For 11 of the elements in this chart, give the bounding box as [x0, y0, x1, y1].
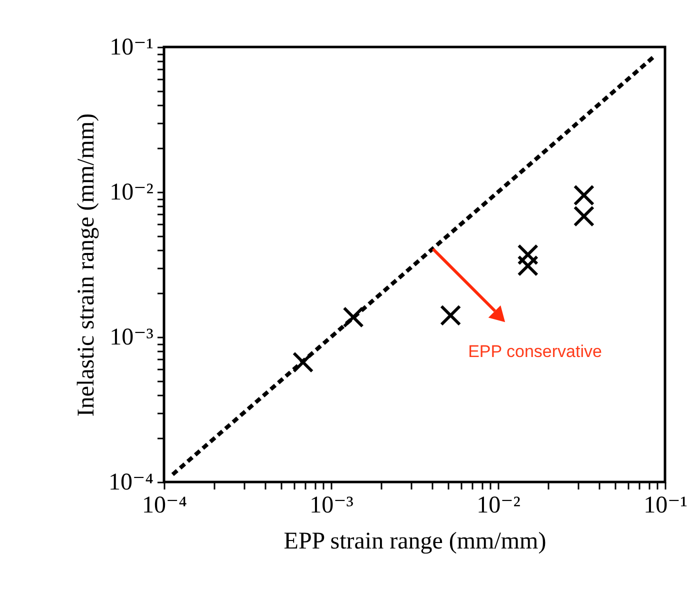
y-tick-label: 10⁻¹ [110, 34, 154, 60]
x-tick-label: 10⁻¹ [644, 492, 688, 518]
annotation: EPP conservative [468, 342, 602, 361]
x-tick-label: 10⁻² [476, 492, 520, 518]
y-tick-label: 10⁻² [110, 180, 154, 206]
y-tick-label: 10⁻⁴ [108, 470, 154, 496]
y-axis-title: Inelastic strain range (mm/mm) [73, 113, 100, 417]
x-axis-title: EPP strain range (mm/mm) [284, 528, 546, 554]
x-tick-label: 10⁻⁴ [142, 492, 188, 518]
x-tick-label: 10⁻³ [310, 492, 354, 518]
y-tick-label: 10⁻³ [110, 324, 154, 350]
